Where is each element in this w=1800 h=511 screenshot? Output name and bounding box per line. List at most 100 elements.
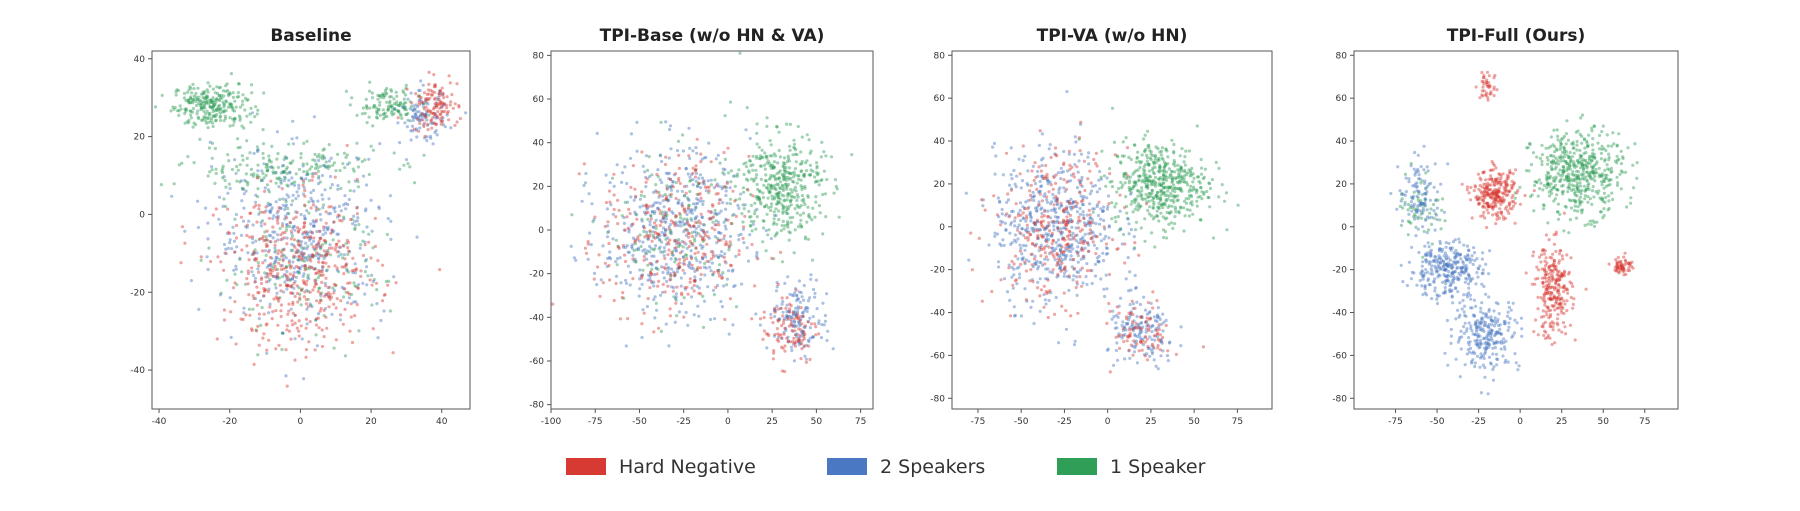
scatter-point <box>1052 312 1057 316</box>
scatter-point <box>207 146 211 150</box>
scatter-point <box>633 187 637 191</box>
scatter-point <box>1134 169 1138 173</box>
scatter-point <box>1111 238 1115 242</box>
scatter-point <box>232 117 236 121</box>
scatter-point <box>1039 169 1043 173</box>
scatter-point <box>656 232 661 236</box>
scatter-point <box>1166 197 1170 201</box>
scatter-point <box>309 259 313 263</box>
scatter-point <box>623 165 627 169</box>
scatter-point <box>307 253 311 258</box>
scatter-point <box>718 198 723 202</box>
scatter-point <box>346 270 350 274</box>
scatter-point <box>284 265 288 269</box>
scatter-point <box>250 270 254 274</box>
scatter-point <box>1099 239 1103 243</box>
scatter-point <box>348 329 352 333</box>
scatter-point <box>603 224 607 229</box>
scatter-point <box>265 169 269 173</box>
scatter-point <box>307 265 311 269</box>
scatter-point <box>1183 155 1187 159</box>
scatter-point <box>197 95 201 99</box>
scatter-point <box>626 317 630 321</box>
scatter-point <box>266 275 270 279</box>
scatter-point <box>1116 215 1120 219</box>
scatter-point <box>305 162 309 166</box>
scatter-point <box>422 107 426 111</box>
scatter-point <box>222 94 226 98</box>
scatter-point <box>365 283 369 287</box>
scatter-point <box>264 235 268 239</box>
scatter-point <box>270 165 274 169</box>
scatter-point <box>749 203 754 207</box>
scatter-point <box>427 70 431 74</box>
scatter-point <box>290 291 294 295</box>
scatter-point <box>339 209 343 213</box>
scatter-point <box>1052 224 1056 228</box>
scatter-point <box>764 249 768 253</box>
scatter-point <box>652 330 656 334</box>
scatter-point <box>344 290 348 294</box>
scatter-point <box>245 98 249 102</box>
scatter-point <box>341 243 345 247</box>
scatter-point <box>233 99 237 103</box>
scatter-point <box>1116 358 1120 362</box>
scatter-point <box>659 329 664 333</box>
scatter-point <box>1034 262 1038 266</box>
scatter-point <box>281 203 285 207</box>
scatter-point <box>1202 192 1206 196</box>
scatter-point <box>200 118 204 122</box>
scatter-point <box>782 199 786 203</box>
scatter-point <box>739 192 743 196</box>
scatter-point <box>625 181 629 186</box>
scatter-point <box>1151 290 1155 294</box>
scatter-point <box>327 143 331 147</box>
scatter-point <box>303 268 307 272</box>
scatter-point <box>750 317 754 321</box>
scatter-point <box>813 295 817 299</box>
scatter-point <box>313 152 317 156</box>
scatter-point <box>695 137 699 141</box>
scatter-point <box>443 125 447 129</box>
scatter-point <box>691 149 695 153</box>
scatter-point <box>793 291 797 295</box>
scatter-point <box>1009 223 1013 227</box>
scatter-point <box>1161 178 1165 182</box>
scatter-point <box>1144 202 1149 206</box>
scatter-point <box>797 205 802 210</box>
scatter-point <box>405 125 409 129</box>
scatter-point <box>205 94 209 98</box>
scatter-point <box>326 166 330 171</box>
scatter-point <box>399 114 403 118</box>
scatter-point <box>1152 315 1156 319</box>
scatter-point <box>823 313 828 318</box>
scatter-point <box>1062 237 1066 241</box>
scatter-point <box>1143 239 1147 243</box>
scatter-point <box>820 323 824 327</box>
scatter-point <box>400 116 404 120</box>
scatter-point <box>706 179 710 183</box>
scatter-point <box>725 201 729 205</box>
scatter-point <box>233 117 237 121</box>
scatter-point <box>429 119 433 123</box>
scatter-point <box>274 249 278 253</box>
scatter-point <box>688 239 692 243</box>
scatter-point <box>324 210 328 214</box>
scatter-point <box>659 293 663 297</box>
scatter-point <box>414 103 418 107</box>
scatter-point <box>291 159 295 163</box>
scatter-point <box>1122 232 1126 237</box>
scatter-point <box>685 212 689 217</box>
scatter-point <box>321 154 325 158</box>
scatter-point <box>693 252 697 256</box>
scatter-point <box>295 326 299 330</box>
scatter-point <box>1140 186 1144 190</box>
scatter-point <box>301 164 305 168</box>
scatter-point <box>610 176 615 180</box>
scatter-point <box>280 347 284 352</box>
scatter-point <box>1024 298 1028 302</box>
scatter-point <box>790 328 794 333</box>
scatter-point <box>632 198 636 202</box>
scatter-point <box>1134 220 1139 224</box>
scatter-point <box>1073 135 1077 139</box>
